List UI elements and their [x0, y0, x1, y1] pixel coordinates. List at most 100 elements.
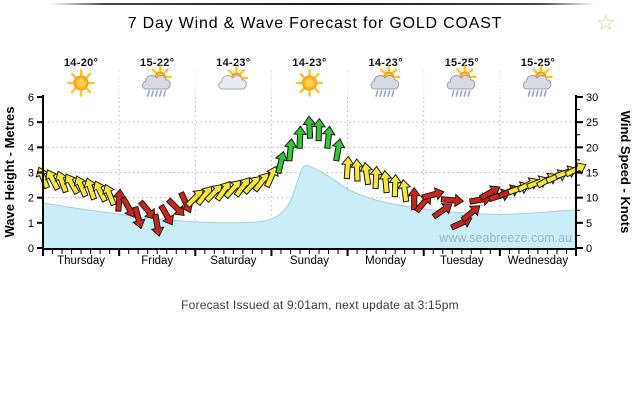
- wind-arrow: [132, 205, 146, 230]
- rain-drop: [162, 90, 167, 97]
- rain-drop: [391, 90, 395, 97]
- x-axis-day-label: Sunday: [290, 255, 329, 267]
- sun-ray: [299, 72, 305, 79]
- temp-range-label: 14-23°: [292, 57, 326, 69]
- temp-range-label: 15-25°: [445, 57, 479, 69]
- temp-range-label: 14-23°: [368, 57, 402, 69]
- sun-ray: [314, 87, 320, 94]
- left-axis-tick-label: 0: [28, 243, 34, 255]
- cloud-shape: [370, 75, 399, 90]
- right-axis-tick-label: 5: [586, 218, 592, 230]
- page-title: 7 Day Wind & Wave Forecast for GOLD COAS…: [127, 15, 503, 32]
- sun-ray: [379, 68, 386, 74]
- sun-ray: [544, 68, 550, 74]
- wind-arrow: [73, 175, 89, 198]
- rain-drop: [455, 90, 459, 97]
- weather-icon-sun-shower: [142, 65, 172, 97]
- cloud-shape: [218, 75, 247, 90]
- x-axis-day-label: Monday: [365, 255, 406, 267]
- rain-drop: [535, 90, 539, 97]
- wind-arrow: [388, 173, 403, 198]
- right-axis-tick-label: 25: [586, 117, 598, 129]
- sun-ray: [70, 87, 77, 94]
- rain-drop: [543, 90, 547, 97]
- weather-icon-sun-shower: [522, 65, 553, 97]
- x-axis-day-label: Wednesday: [508, 255, 569, 267]
- left-axis-tick-label: 3: [28, 168, 34, 180]
- watermark-text: www.seabreeze.com.au: [438, 231, 572, 245]
- rain-drop: [158, 90, 163, 97]
- top-border-line: [50, 3, 595, 5]
- cloud-shape: [446, 75, 476, 90]
- forecast-issued-text: Forecast Issued at 9:01am, next update a…: [181, 298, 459, 312]
- x-axis-day-label: Friday: [141, 255, 173, 267]
- cloud-shape: [522, 75, 552, 90]
- cloud-shape: [142, 75, 171, 90]
- rain-drop: [463, 90, 467, 97]
- wind-arrow: [378, 169, 393, 194]
- wind-arrow: [397, 178, 412, 203]
- wind-arrow: [312, 117, 327, 142]
- sun-ray: [85, 87, 92, 94]
- rain-drop: [467, 90, 471, 97]
- wind-arrow: [158, 203, 175, 226]
- rain-drop: [459, 90, 463, 97]
- right-axis-tick-label: 30: [586, 92, 598, 104]
- sun-ray: [70, 72, 77, 79]
- sun-ray: [163, 68, 169, 74]
- left-axis-tick-label: 6: [28, 92, 34, 104]
- sun-ray: [314, 72, 320, 79]
- sun-ray: [151, 68, 157, 74]
- wind-arrow: [102, 183, 117, 207]
- wind-arrow: [283, 138, 298, 162]
- rain-drop: [379, 90, 383, 97]
- weather-icon-sunny: [295, 69, 324, 97]
- rain-drop: [150, 90, 155, 97]
- wind-arrow: [302, 115, 317, 139]
- sun-ray: [468, 68, 474, 74]
- weather-icon-sun-shower: [446, 65, 477, 97]
- wind-arrow: [431, 203, 453, 220]
- sun-core: [76, 78, 86, 88]
- wind-arrow: [45, 169, 61, 192]
- wind-arrow: [440, 193, 465, 208]
- rain-drop: [154, 90, 159, 97]
- right-axis-tick-label: 10: [586, 193, 598, 205]
- sun-ray: [532, 68, 538, 74]
- weather-icon-partly-cloudy: [218, 66, 249, 90]
- rain-drop: [383, 90, 387, 97]
- wave-height-area: [43, 165, 576, 248]
- wind-arrow: [263, 165, 279, 189]
- left-axis-tick-label: 4: [28, 142, 34, 154]
- wind-arrow: [321, 125, 336, 150]
- rain-drop: [531, 90, 535, 97]
- rain-drop: [146, 90, 151, 97]
- sun-core: [305, 78, 314, 88]
- temp-range-label: 14-23°: [216, 57, 250, 69]
- rain-drop: [451, 90, 455, 97]
- wind-arrow: [165, 197, 185, 217]
- rain-drop: [387, 90, 391, 97]
- wind-arrow: [137, 199, 156, 220]
- left-axis-tick-label: 2: [28, 193, 34, 205]
- wind-arrow: [421, 187, 445, 201]
- favorite-star-icon[interactable]: ☆: [596, 10, 616, 35]
- temp-range-label: 14-20°: [64, 57, 98, 69]
- wind-arrow: [331, 138, 346, 162]
- right-axis-title: Wind Speed - Knots: [618, 111, 633, 234]
- sun-ray: [299, 87, 305, 94]
- weather-icon-sunny: [67, 69, 95, 97]
- wind-arrow: [64, 173, 81, 196]
- temp-range-label: 15-22°: [140, 57, 174, 69]
- right-axis-tick-label: 15: [586, 168, 598, 180]
- left-axis-tick-label: 1: [28, 218, 34, 230]
- x-axis-day-label: Tuesday: [440, 255, 484, 267]
- rain-drop: [375, 90, 379, 97]
- temp-range-label: 15-25°: [521, 57, 555, 69]
- sun-ray: [227, 69, 234, 75]
- rain-drop: [527, 90, 531, 97]
- wind-arrow: [460, 205, 481, 223]
- wind-arrow: [293, 125, 308, 149]
